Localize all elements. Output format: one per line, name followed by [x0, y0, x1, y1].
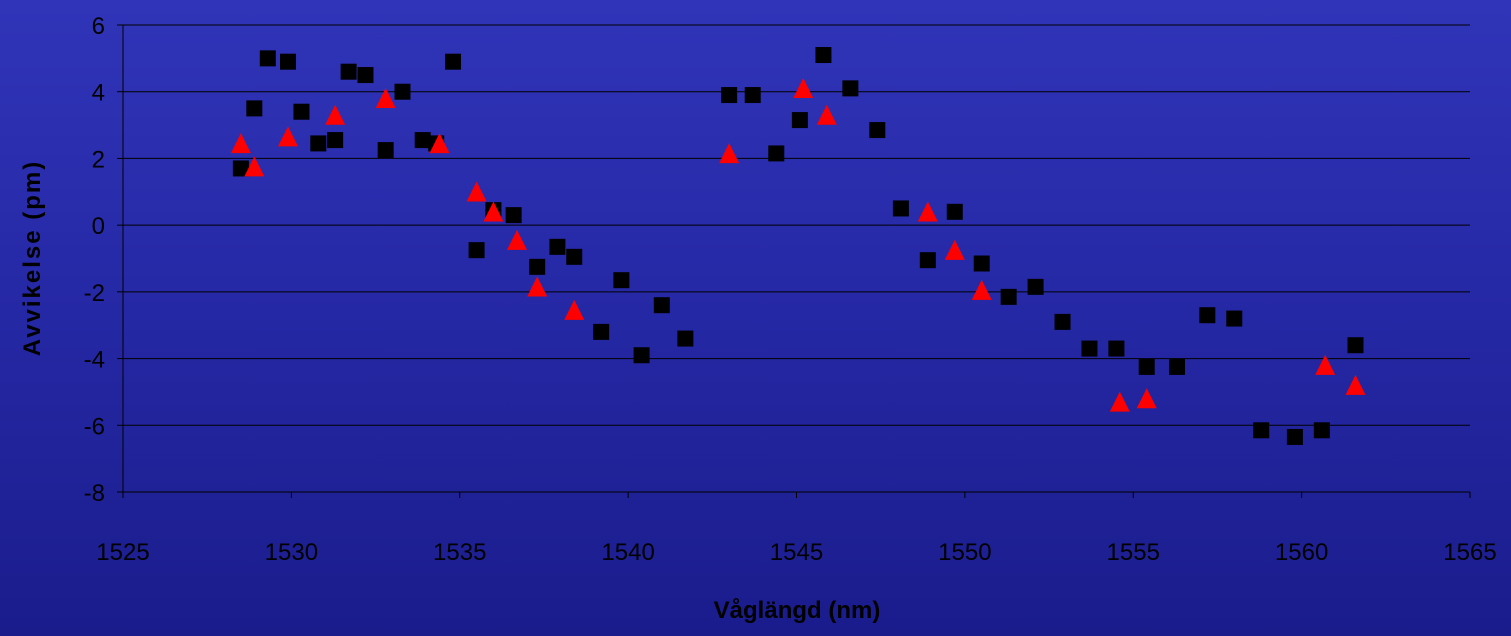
triangle-point — [1345, 374, 1366, 395]
y-tick-label: -2 — [84, 280, 105, 307]
triangle-point — [917, 201, 938, 222]
triangle-point — [1109, 391, 1130, 412]
square-point — [1027, 278, 1044, 295]
triangle-point — [971, 279, 992, 300]
square-point — [293, 103, 310, 120]
square-point — [232, 160, 249, 177]
square-point — [892, 200, 909, 217]
square-point — [549, 238, 566, 255]
square-point — [394, 83, 411, 100]
triangle-point — [527, 276, 548, 297]
triangle-point — [816, 104, 837, 125]
square-point — [1313, 422, 1330, 439]
square-point — [445, 53, 462, 70]
square-point — [791, 112, 808, 129]
y-tick-label: -6 — [84, 413, 105, 440]
square-point — [1226, 310, 1243, 327]
square-point — [1081, 340, 1098, 357]
triangle-point — [466, 181, 487, 202]
square-point — [505, 207, 522, 224]
x-tick-label: 1550 — [938, 539, 991, 566]
square-point — [815, 47, 832, 64]
square-point — [919, 252, 936, 269]
square-point — [327, 132, 344, 149]
square-point — [1000, 288, 1017, 305]
y-tick-label: -8 — [84, 480, 105, 507]
square-point — [259, 50, 276, 67]
triangle-point — [506, 229, 527, 250]
square-point — [744, 87, 761, 104]
triangle-point — [483, 201, 504, 222]
triangle-point — [793, 78, 814, 99]
triangle-point — [278, 126, 299, 147]
square-point — [973, 255, 990, 272]
data-points — [230, 47, 1366, 445]
triangle-point — [429, 133, 450, 154]
square-point — [377, 142, 394, 159]
x-tick-label: 1530 — [265, 539, 318, 566]
x-tick-label: 1540 — [601, 539, 654, 566]
triangle-point — [564, 299, 585, 320]
square-point — [768, 145, 785, 162]
square-point — [721, 87, 738, 104]
gridlines — [123, 24, 1470, 493]
triangle-point — [1136, 388, 1157, 409]
x-axis-title: Våglängd (nm) — [714, 597, 881, 624]
axes — [117, 24, 1471, 498]
x-tick-label: 1555 — [1107, 539, 1160, 566]
x-tick-label: 1560 — [1275, 539, 1328, 566]
square-point — [1253, 422, 1270, 439]
triangle-point — [230, 133, 251, 154]
triangle-point — [944, 239, 965, 260]
square-point — [677, 330, 694, 347]
y-tick-label: 2 — [92, 146, 105, 173]
y-axis-title: Avvikelse (pm) — [19, 160, 46, 357]
square-point — [1199, 307, 1216, 324]
square-point — [653, 297, 670, 314]
square-point — [633, 347, 650, 364]
square-point — [613, 272, 630, 289]
x-tick-label: 1535 — [433, 539, 486, 566]
x-tick-label: 1525 — [96, 539, 149, 566]
square-point — [566, 248, 583, 265]
triangle-point — [719, 143, 740, 164]
triangle-point — [375, 88, 396, 109]
triangle-point — [325, 104, 346, 125]
square-point — [468, 242, 485, 259]
x-tick-label: 1545 — [770, 539, 823, 566]
triangle-point — [1315, 354, 1336, 375]
square-point — [1054, 313, 1071, 330]
y-tick-labels: 6 4 2 0 -2 -4 -6 -8 — [84, 13, 105, 507]
square-point — [246, 100, 263, 117]
y-tick-label: 4 — [92, 80, 105, 107]
y-tick-label: -4 — [84, 347, 105, 374]
square-point — [529, 258, 546, 275]
square-point — [869, 122, 886, 139]
square-point — [340, 63, 357, 80]
square-point — [593, 323, 610, 340]
square-point — [310, 135, 327, 152]
y-tick-label: 6 — [92, 13, 105, 40]
square-point — [1169, 358, 1186, 375]
square-point — [280, 53, 297, 70]
square-point — [946, 203, 963, 220]
square-point — [357, 67, 374, 84]
square-point — [842, 80, 859, 97]
triangle-point — [244, 156, 265, 177]
square-point — [414, 132, 431, 149]
square-point — [1108, 340, 1125, 357]
x-tick-labels: 1525 1530 1535 1540 1545 1550 1555 1560 1565 — [96, 539, 1496, 566]
square-point — [1347, 337, 1364, 354]
square-point — [1138, 358, 1155, 375]
square-point — [1286, 428, 1303, 445]
y-tick-label: 0 — [92, 213, 105, 240]
x-tick-label: 1565 — [1443, 539, 1496, 566]
